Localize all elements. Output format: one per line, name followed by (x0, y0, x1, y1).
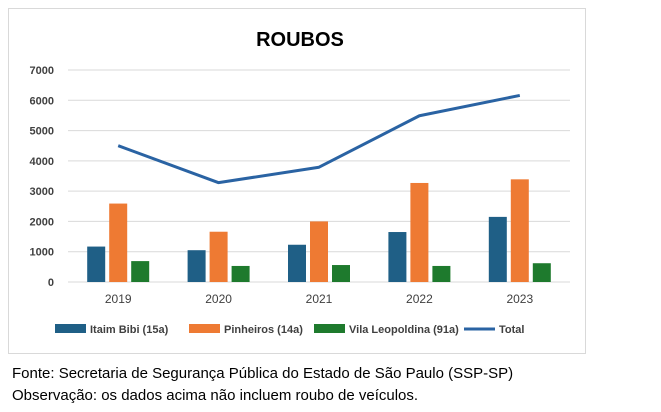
bar-vila-2023 (532, 263, 551, 282)
note-text: Observação: os dados acima não incluem r… (12, 387, 419, 404)
legend-label: Itaim Bibi (15a) (90, 324, 169, 336)
y-tick-label: 6000 (30, 95, 54, 107)
x-axis-ticks: 2019 2020 2021 2022 2023 (105, 292, 534, 306)
x-tick-label: 2019 (105, 292, 132, 306)
y-tick-label: 5000 (30, 126, 54, 138)
bar-itaim-2023 (488, 216, 507, 282)
bar-pinheiros-2021 (310, 221, 328, 282)
legend-swatch (189, 324, 220, 333)
y-tick-label: 3000 (30, 186, 54, 198)
bar-vila-2020 (231, 265, 250, 282)
gridlines (68, 69, 570, 283)
bar-vila-2022 (432, 265, 451, 282)
x-tick-label: 2023 (506, 292, 533, 306)
bar-pinheiros-2019 (109, 203, 128, 282)
legend-label: Pinheiros (14a) (224, 324, 303, 336)
legend-label: Vila Leopoldina (91a) (349, 324, 459, 336)
total-line-series (117, 93, 521, 185)
y-tick-label: 0 (48, 277, 54, 289)
total-line (117, 93, 521, 185)
chart: ROUBOS 0 1000 2000 3000 4000 5000 6000 7000 201… (30, 29, 570, 336)
y-tick-label: 7000 (30, 65, 54, 77)
x-tick-label: 2022 (406, 292, 433, 306)
y-tick-label: 2000 (30, 216, 54, 228)
chart-title: ROUBOS (256, 29, 344, 51)
legend-label: Total (499, 324, 524, 336)
legend-swatch (314, 324, 345, 333)
legend-swatch (55, 324, 86, 333)
bars (87, 179, 551, 282)
bar-itaim-2021 (288, 244, 306, 282)
bar-itaim-2019 (87, 246, 106, 282)
bar-pinheiros-2020 (209, 231, 228, 282)
chart-frame (8, 8, 586, 354)
bar-vila-2021 (332, 265, 350, 282)
x-tick-label: 2021 (306, 292, 333, 306)
y-axis-ticks: 0 1000 2000 3000 4000 5000 6000 7000 (30, 65, 54, 289)
bar-pinheiros-2022 (410, 182, 429, 282)
y-tick-label: 1000 (30, 247, 54, 259)
y-tick-label: 4000 (30, 156, 54, 168)
bar-vila-2019 (131, 261, 150, 282)
bar-pinheiros-2023 (510, 179, 529, 282)
bar-itaim-2022 (388, 232, 407, 282)
source-text: Fonte: Secretaria de Segurança Pública d… (12, 365, 514, 382)
x-tick-label: 2020 (205, 292, 232, 306)
legend: Itaim Bibi (15a) Pinheiros (14a) Vila Leop… (55, 324, 524, 336)
bar-itaim-2020 (187, 250, 206, 282)
